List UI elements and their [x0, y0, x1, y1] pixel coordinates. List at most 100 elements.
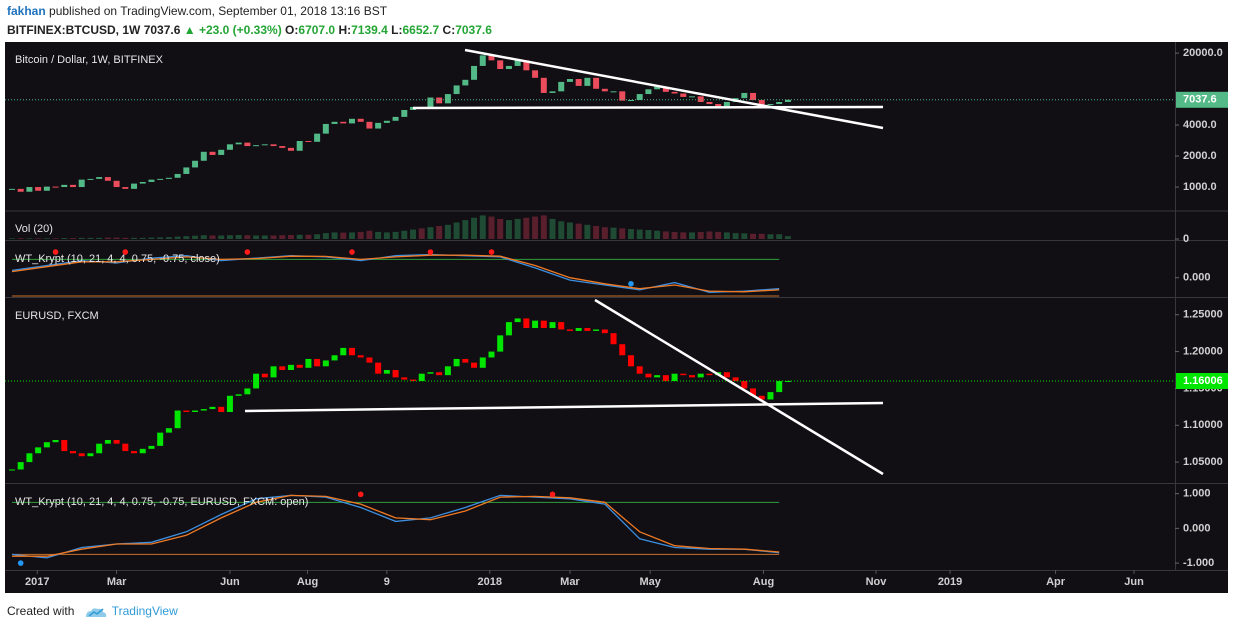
candle: [558, 322, 565, 330]
candle: [575, 79, 582, 86]
candle: [488, 55, 495, 61]
last-price-badge: [1176, 91, 1228, 108]
candle: [715, 104, 722, 107]
signal-dot: [488, 249, 495, 255]
candle: [296, 364, 303, 368]
volume-bar: [314, 234, 321, 239]
candle: [139, 181, 146, 184]
candle: [444, 94, 451, 104]
candle: [741, 381, 748, 389]
volume-bar: [209, 235, 216, 239]
x-tick-label: 2017: [25, 576, 49, 588]
candle: [78, 453, 85, 457]
oscillator-line: [11, 494, 780, 559]
candle: [776, 101, 783, 105]
candle: [662, 375, 669, 382]
volume-bar: [357, 231, 364, 239]
candle: [305, 140, 312, 142]
candle: [514, 60, 521, 66]
volume-bar: [627, 229, 634, 239]
candle: [549, 322, 556, 328]
last-price-badge: [1176, 373, 1228, 390]
volume-bar: [340, 232, 347, 239]
signal-dot: [628, 280, 634, 287]
candle: [322, 123, 329, 134]
volume-bar: [689, 232, 696, 239]
volume-bar: [261, 235, 268, 239]
volume-bar: [375, 231, 382, 239]
candle: [192, 160, 199, 168]
volume-bar: [723, 232, 730, 239]
x-tick-label: Aug: [753, 576, 774, 588]
candle: [427, 372, 434, 374]
volume-bar: [270, 235, 277, 239]
candle: [619, 344, 626, 356]
candle: [392, 116, 399, 121]
logo-line: [88, 608, 104, 617]
candle: [523, 60, 530, 71]
chart: 2017 Mar Jun Aug 9 2018 Mar May Aug Nov 2019 Apr Jun…: [5, 42, 1228, 593]
candle: [104, 177, 111, 181]
candle: [209, 406, 216, 410]
last-price-label: 1.16006: [1183, 375, 1223, 387]
candle: [270, 366, 277, 378]
signal-dot: [549, 491, 556, 498]
h-label: H:: [338, 23, 352, 37]
chart-background: [5, 42, 1228, 593]
candle: [357, 118, 364, 122]
candle: [671, 91, 678, 94]
last: 7037.6: [143, 23, 181, 37]
candle: [784, 381, 791, 383]
candle: [322, 360, 329, 367]
y-tick-label: 4000.0: [1183, 119, 1217, 131]
volume-bar: [61, 238, 68, 239]
signal-dot: [427, 249, 434, 255]
candle: [8, 188, 15, 190]
volume-bar: [540, 215, 547, 239]
volume-bar: [122, 237, 129, 239]
candle: [43, 442, 50, 448]
y-tick-label: -1.000: [1183, 557, 1214, 569]
volume-bar: [732, 233, 739, 239]
candle: [758, 100, 765, 105]
volume-bar: [43, 238, 50, 239]
pane-separators: [5, 42, 1228, 571]
candle: [636, 366, 643, 374]
candle: [331, 121, 338, 124]
x-tick-label: Mar: [560, 576, 580, 588]
candle: [192, 410, 199, 412]
candle: [218, 406, 225, 412]
volume-bar: [505, 220, 512, 239]
candle: [418, 373, 425, 382]
candle: [70, 451, 77, 454]
candle: [401, 110, 408, 117]
candle: [139, 448, 146, 454]
candle: [348, 118, 355, 124]
candle: [96, 443, 103, 454]
candle: [532, 70, 539, 78]
x-tick-label: 2019: [938, 576, 962, 588]
volume-bar: [593, 226, 600, 239]
candle: [183, 410, 190, 412]
volume-bar: [305, 234, 312, 239]
brand[interactable]: TradingView: [111, 604, 178, 618]
x-tick-label: 2018: [477, 576, 501, 588]
volume-bar: [218, 235, 225, 239]
candle: [732, 377, 739, 382]
candle: [741, 92, 748, 99]
candle: [61, 184, 68, 188]
x-tick-label: Aug: [297, 576, 318, 588]
candle: [61, 440, 68, 452]
candle: [165, 177, 172, 179]
candle: [366, 121, 373, 129]
candle: [200, 409, 207, 411]
candle: [174, 410, 181, 429]
candle: [505, 322, 512, 336]
volume-bar: [471, 217, 478, 239]
candle: [357, 355, 364, 358]
candle: [549, 91, 556, 93]
author[interactable]: fakhan: [7, 4, 46, 18]
volume-bar: [96, 237, 103, 239]
volume-bar: [654, 230, 661, 239]
candle: [131, 451, 138, 454]
